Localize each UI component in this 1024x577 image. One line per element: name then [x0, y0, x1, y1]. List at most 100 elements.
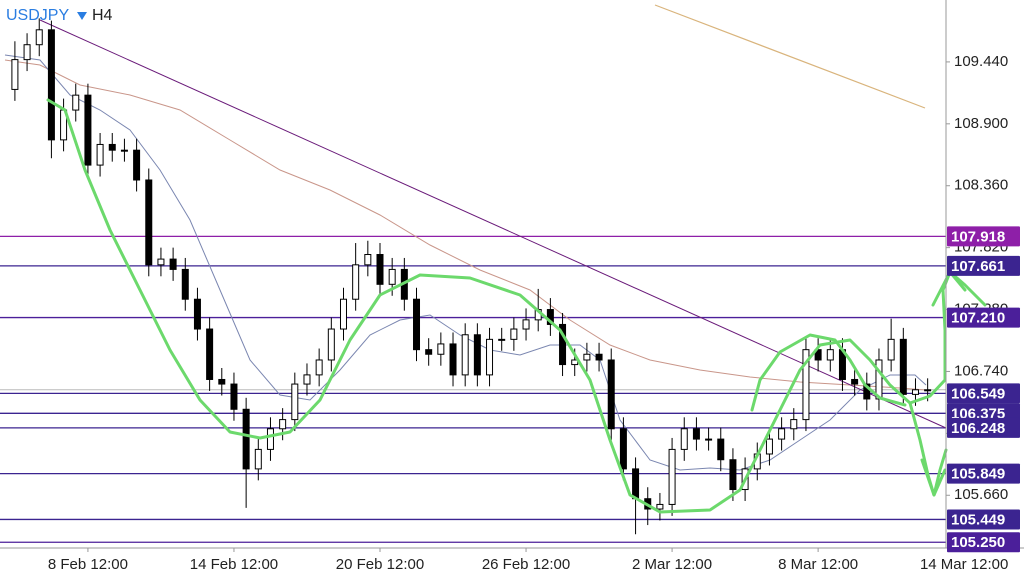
symbol[interactable]: USDJPY	[6, 7, 69, 24]
candle-body	[802, 349, 810, 421]
level-label: 107.918	[951, 228, 1005, 245]
level-label: 105.250	[951, 534, 1005, 551]
moving-average-slow	[4, 59, 927, 391]
candle-body	[717, 438, 725, 461]
candle-body	[668, 448, 676, 505]
candle-body	[887, 338, 895, 361]
candle-body	[413, 298, 421, 351]
trend-line-upper	[654, 4, 926, 109]
candle-body	[729, 459, 737, 491]
x-tick-label: 26 Feb 12:00	[482, 556, 570, 573]
candle-body	[376, 254, 384, 285]
candle-body	[11, 59, 19, 90]
candle-body	[583, 353, 591, 361]
level-label: 105.849	[951, 466, 1005, 483]
candle-body	[72, 94, 80, 111]
candle-body	[692, 428, 700, 440]
candle-body	[84, 94, 92, 166]
candle-body	[120, 149, 128, 152]
trend-line	[39, 19, 947, 429]
candle-body	[279, 419, 287, 430]
candle-body	[559, 323, 567, 366]
candle-body	[254, 448, 262, 470]
candle-body	[145, 179, 153, 266]
candle-body	[632, 468, 640, 500]
candle-body	[303, 374, 311, 385]
y-tick-label: 105.660	[954, 486, 1008, 503]
candle-body	[619, 428, 627, 470]
candle-body	[826, 349, 834, 361]
candle-body	[133, 149, 141, 181]
x-tick-label: 14 Mar 12:00	[920, 556, 1008, 573]
y-tick-label: 108.360	[954, 177, 1008, 194]
candle-body	[266, 428, 274, 450]
candle-body	[181, 268, 189, 300]
drawing-loop	[750, 333, 907, 412]
candle-body	[425, 349, 433, 355]
level-label: 107.661	[951, 258, 1005, 275]
candle-body	[47, 29, 55, 141]
level-label-box	[947, 226, 1020, 247]
candle-body	[656, 503, 664, 510]
front-layer: 107.918107.661107.210106.549106.375106.2…	[947, 226, 1020, 553]
candle-body	[230, 383, 238, 410]
timeframe[interactable]: H4	[92, 7, 113, 24]
candle-body	[339, 298, 347, 330]
candle-body	[461, 334, 469, 376]
hand-drawing	[46, 98, 987, 514]
candle-body	[705, 438, 713, 441]
candle-body	[851, 378, 859, 385]
candle-body	[327, 328, 335, 361]
level-label-box	[947, 255, 1020, 276]
candle-body	[473, 334, 481, 376]
level-label-box	[947, 383, 1020, 404]
y-tick-label: 106.740	[954, 362, 1008, 379]
level-label-box	[947, 307, 1020, 328]
candle-body	[449, 343, 457, 376]
candle-body	[875, 359, 883, 400]
x-tick-label: 20 Feb 12:00	[336, 556, 424, 573]
level-label: 106.549	[951, 385, 1005, 402]
candle-body	[778, 428, 786, 440]
symbol-dropdown-icon[interactable]	[77, 12, 87, 20]
candle-body	[522, 319, 530, 330]
candle-body	[863, 383, 871, 400]
level-label-box	[947, 509, 1020, 530]
level-label-box	[947, 463, 1020, 484]
candle-body	[352, 264, 360, 300]
candle-body	[498, 338, 506, 341]
y-tick-label: 108.900	[954, 115, 1008, 132]
candle-body	[765, 438, 773, 455]
level-label: 106.248	[951, 420, 1005, 437]
candle-body	[790, 419, 798, 430]
candle-body	[169, 258, 177, 270]
x-tick-label: 8 Mar 12:00	[778, 556, 858, 573]
level-label-box	[947, 417, 1020, 438]
level-label: 105.449	[951, 511, 1005, 528]
candle-body	[911, 389, 919, 395]
candle-body	[388, 268, 396, 285]
candle-body	[595, 353, 603, 361]
level-label-box	[947, 532, 1020, 553]
candle-body	[899, 338, 907, 395]
candle-body	[242, 408, 250, 470]
candle-body	[218, 378, 226, 385]
candle-body	[315, 359, 323, 376]
candle-body	[35, 29, 43, 46]
candle-body	[607, 359, 615, 430]
candle-body	[108, 143, 116, 151]
drawing-arrow-head-down	[920, 458, 947, 497]
drawing-wave	[46, 98, 987, 514]
candle-body	[364, 254, 372, 266]
x-tick-label: 14 Feb 12:00	[190, 556, 278, 573]
x-tick-label: 8 Feb 12:00	[48, 556, 128, 573]
candle-body	[486, 338, 494, 376]
candle-body	[291, 383, 299, 421]
candle-body	[437, 343, 445, 355]
candle-body	[680, 428, 688, 450]
candle-body	[206, 328, 214, 380]
candle-body	[23, 44, 31, 61]
x-tick-label: 2 Mar 12:00	[632, 556, 712, 573]
